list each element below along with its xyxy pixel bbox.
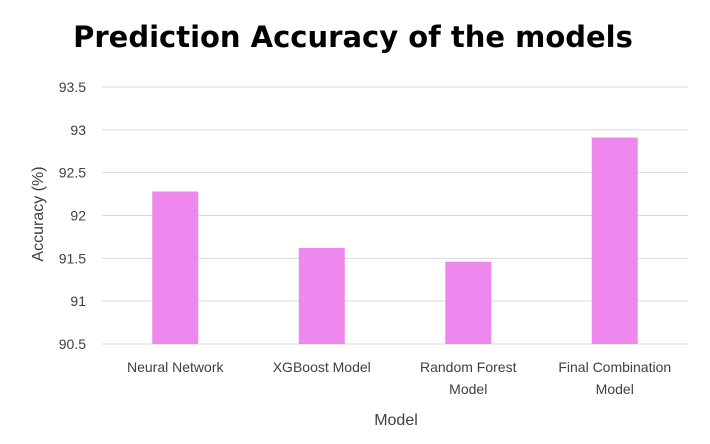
y-tick-label: 92.5 (59, 165, 86, 181)
chart-title: Prediction Accuracy of the models (73, 20, 633, 54)
y-tick-label: 93 (70, 122, 86, 138)
y-axis-ticks: 90.5 91 91.5 92 92.5 93 93.5 (59, 79, 86, 352)
y-tick-label: 91.5 (59, 250, 86, 266)
x-category-label: Model (596, 381, 634, 397)
x-category-label: Random Forest (420, 359, 517, 375)
bar (591, 137, 638, 344)
y-tick-label: 91 (70, 293, 86, 309)
gridlines (102, 86, 688, 345)
x-axis-categories: Neural Network XGBoost Model Random Forest… (127, 359, 671, 397)
y-tick-label: 90.5 (59, 336, 86, 352)
x-category-label: XGBoost Model (273, 359, 371, 375)
x-category-label: Final Combination (558, 359, 671, 375)
bar (298, 248, 345, 344)
y-axis-title: Accuracy (%) (30, 166, 47, 261)
bar (152, 191, 199, 344)
x-category-label: Neural Network (127, 359, 224, 375)
y-tick-label: 93.5 (59, 79, 86, 95)
y-tick-label: 92 (70, 208, 86, 224)
bar (445, 261, 492, 344)
x-category-label: Model (449, 381, 487, 397)
bars (152, 137, 638, 344)
x-axis-title: Model (374, 412, 418, 429)
